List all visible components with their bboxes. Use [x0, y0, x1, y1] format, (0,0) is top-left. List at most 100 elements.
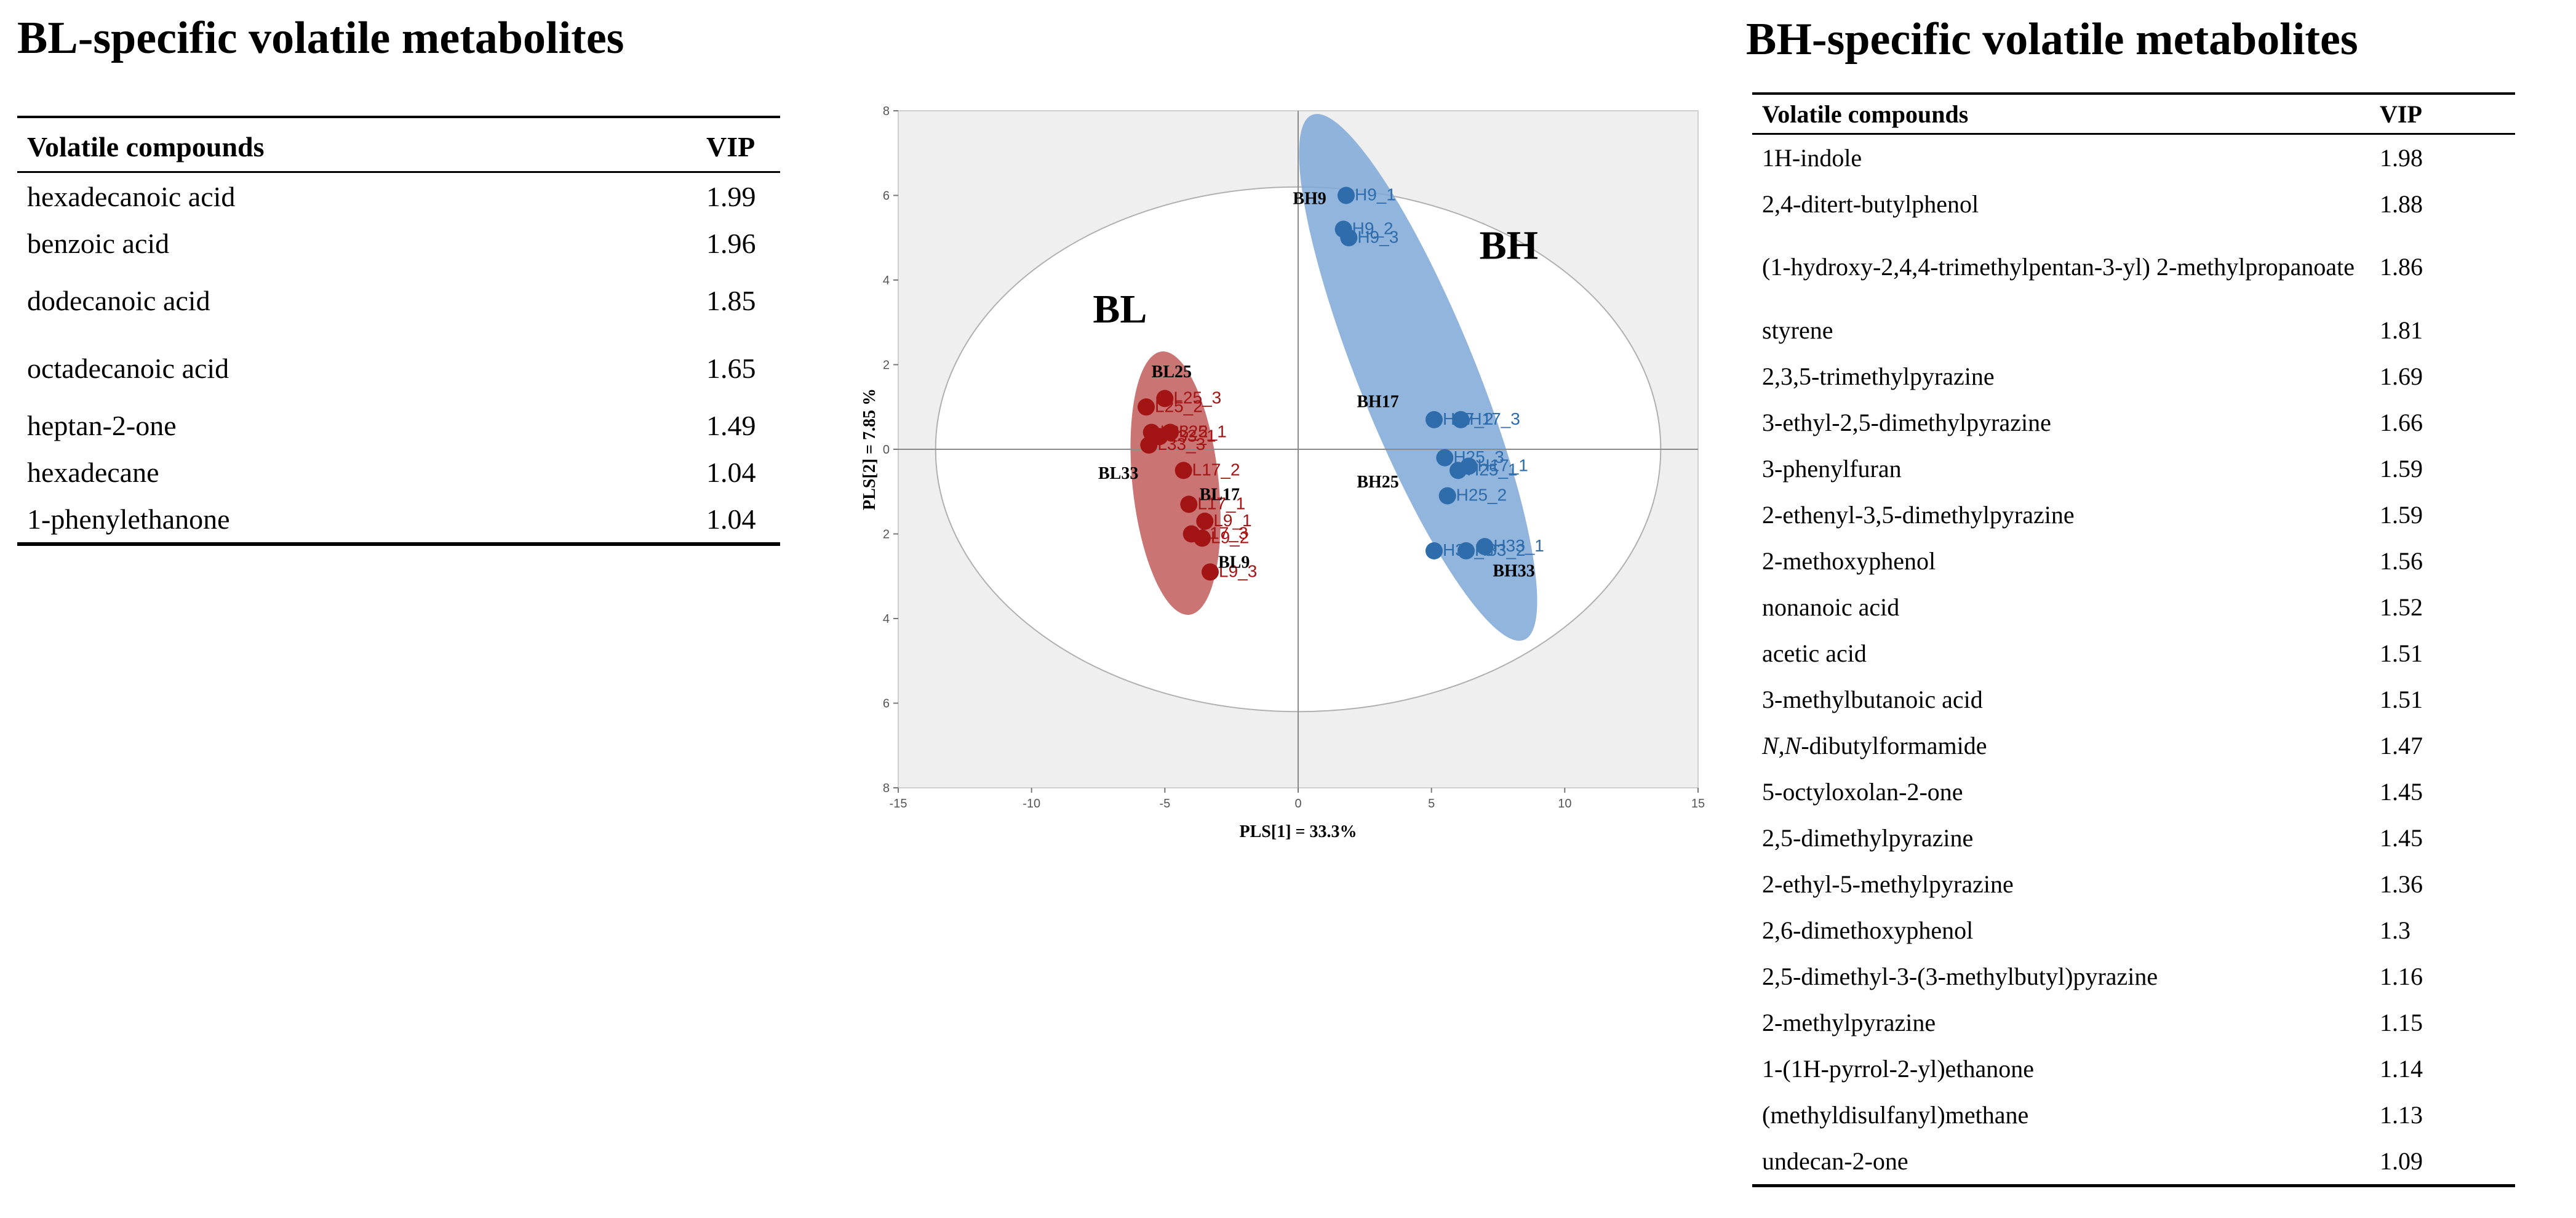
vip-value: 1.04 [706, 503, 756, 535]
compound-name: 3-methylbutanoic acid [1762, 685, 1983, 713]
vip-value: 1.52 [2380, 593, 2423, 621]
table-row: dodecanoic acid 1.85 [17, 266, 780, 334]
x-tick-label: 5 [1428, 797, 1435, 811]
point-label: L9_2 [1211, 527, 1249, 547]
data-point [1426, 411, 1443, 428]
data-point [1156, 390, 1174, 407]
group-ellipses [1130, 114, 1537, 641]
table-row: 2,5-dimethyl-3-(3-methylbutyl)pyrazine 1.… [1752, 953, 2515, 1000]
compound-name: octadecanoic acid [27, 352, 229, 384]
table-row: 3-methylbutanoic acid 1.51 [1752, 676, 2515, 723]
table-row: (methyldisulfanyl)methane 1.13 [1752, 1092, 2515, 1138]
table-row: heptan-2-one 1.49 [17, 402, 780, 449]
vip-value: 1.99 [706, 180, 756, 212]
y-tick-label: 8 [883, 782, 890, 795]
table-row: 2,4-ditert-butylphenol 1.88 [1752, 181, 2515, 227]
bl-vip-table: Volatile compounds VIP hexadecanoic acid… [17, 116, 780, 546]
compound-name: 1H-indole [1762, 143, 1862, 172]
compound-name: nonanoic acid [1762, 593, 1900, 621]
table-row: octadecanoic acid 1.65 [17, 334, 780, 402]
y-tick-label: 8 [883, 105, 890, 118]
data-point [1457, 542, 1475, 559]
sample-group-label: BL33 [1098, 464, 1138, 483]
y-tick-label: 4 [883, 274, 890, 287]
data-point [1180, 495, 1198, 513]
compound-name: heptan-2-one [27, 409, 177, 441]
compound-name: 2-ethyl-5-methylpyrazine [1762, 870, 2014, 898]
vip-value: 1.15 [2380, 1008, 2423, 1036]
compound-name-italic-prefix: N,N [1762, 731, 1801, 759]
data-point [1476, 538, 1494, 556]
sample-group-label: BH33 [1493, 561, 1534, 580]
y-tick-label: 4 [883, 612, 890, 626]
vip-value: 1.45 [2380, 823, 2423, 852]
compound-name: 1-phenylethanone [27, 503, 230, 535]
point-label: H17_1 [1477, 456, 1528, 475]
table-row: 2,3,5-trimethylpyrazine 1.69 [1752, 353, 2515, 399]
vip-value: 1.14 [2380, 1054, 2423, 1083]
vip-value: 1.51 [2380, 685, 2423, 713]
table-header-row: Volatile compounds VIP [17, 117, 780, 173]
vip-value: 1.56 [2380, 547, 2423, 575]
y-axis-title: PLS[2] = 7.85 % [860, 388, 879, 510]
compound-name-rest: -dibutylformamide [1801, 731, 1987, 759]
compound-name: dodecanoic acid [27, 284, 210, 316]
vip-value: 1.47 [2380, 731, 2423, 759]
data-point [1202, 563, 1219, 581]
column-header-vip: VIP [696, 117, 780, 173]
point-label: H9_2 [1352, 219, 1394, 238]
vip-value: 1.13 [2380, 1100, 2423, 1129]
y-tick-label: 0 [883, 443, 890, 457]
table-row: 1-(1H-pyrrol-2-yl)ethanone 1.14 [1752, 1046, 2515, 1092]
sample-group-label: BH9 [1293, 189, 1326, 208]
data-point [1449, 462, 1467, 479]
data-point [1436, 449, 1454, 467]
column-header-vip: VIP [2370, 94, 2515, 135]
compound-name: 2,5-dimethylpyrazine [1762, 823, 1974, 852]
point-label: L17_2 [1192, 460, 1240, 479]
table-row: 3-ethyl-2,5-dimethylpyrazine 1.66 [1752, 399, 2515, 446]
data-point [1174, 462, 1192, 479]
table-row: styrene 1.81 [1752, 307, 2515, 353]
x-tick-label: -10 [1023, 797, 1040, 811]
compound-name: (1-hydroxy-2,4,4-trimethylpentan-3-yl) 2… [1762, 253, 2355, 281]
vip-value: 1.81 [2380, 316, 2423, 344]
x-tick-label: -5 [1159, 797, 1170, 811]
vip-value: 1.59 [2380, 454, 2423, 483]
table-row: 3-phenylfuran 1.59 [1752, 446, 2515, 492]
x-tick-label: 0 [1294, 797, 1301, 811]
point-label: L17_3 [1200, 524, 1248, 543]
table-row: nonanoic acid 1.52 [1752, 584, 2515, 630]
bh-heading: BH-specific volatile metabolites [1746, 14, 2358, 65]
vip-value: 1.88 [2380, 190, 2423, 218]
bh-cluster-label: BH [1480, 223, 1538, 268]
compound-name: 2-ethenyl-3,5-dimethylpyrazine [1762, 500, 2075, 529]
x-tick-label: -15 [890, 797, 907, 811]
x-tick-label: 10 [1558, 797, 1571, 811]
point-label: L33_1 [1168, 426, 1216, 445]
point-label: H33_2 [1475, 540, 1526, 559]
data-point [1426, 542, 1443, 559]
point-label: H33_1 [1493, 536, 1544, 555]
point-label: H9_3 [1357, 227, 1398, 246]
x-tick-label: 15 [1691, 797, 1705, 811]
table-row: 1H-indole 1.98 [1752, 134, 2515, 182]
table-row: 2-ethyl-5-methylpyrazine 1.36 [1752, 861, 2515, 907]
compound-name: 3-phenylfuran [1762, 454, 1902, 483]
compound-name: 3-ethyl-2,5-dimethylpyrazine [1762, 408, 2051, 436]
compound-name: 5-octyloxolan-2-one [1762, 777, 1963, 806]
data-point [1340, 229, 1358, 247]
y-tick-label: 2 [883, 528, 890, 542]
point-label: H9_1 [1355, 185, 1396, 204]
vip-value: 1.66 [2380, 408, 2423, 436]
table-row: 2-ethenyl-3,5-dimethylpyrazine 1.59 [1752, 492, 2515, 538]
sample-group-label: BL17 [1200, 486, 1240, 505]
point-label: H17_2 [1443, 409, 1494, 428]
vip-value: 1.69 [2380, 362, 2423, 390]
compound-name: (methyldisulfanyl)methane [1762, 1100, 2029, 1129]
bh-vip-table: Volatile compounds VIP 1H-indole 1.98 2,4… [1752, 92, 2515, 1187]
vip-value: 1.04 [706, 456, 756, 488]
vip-value: 1.85 [706, 284, 756, 316]
compound-name: benzoic acid [27, 227, 170, 259]
